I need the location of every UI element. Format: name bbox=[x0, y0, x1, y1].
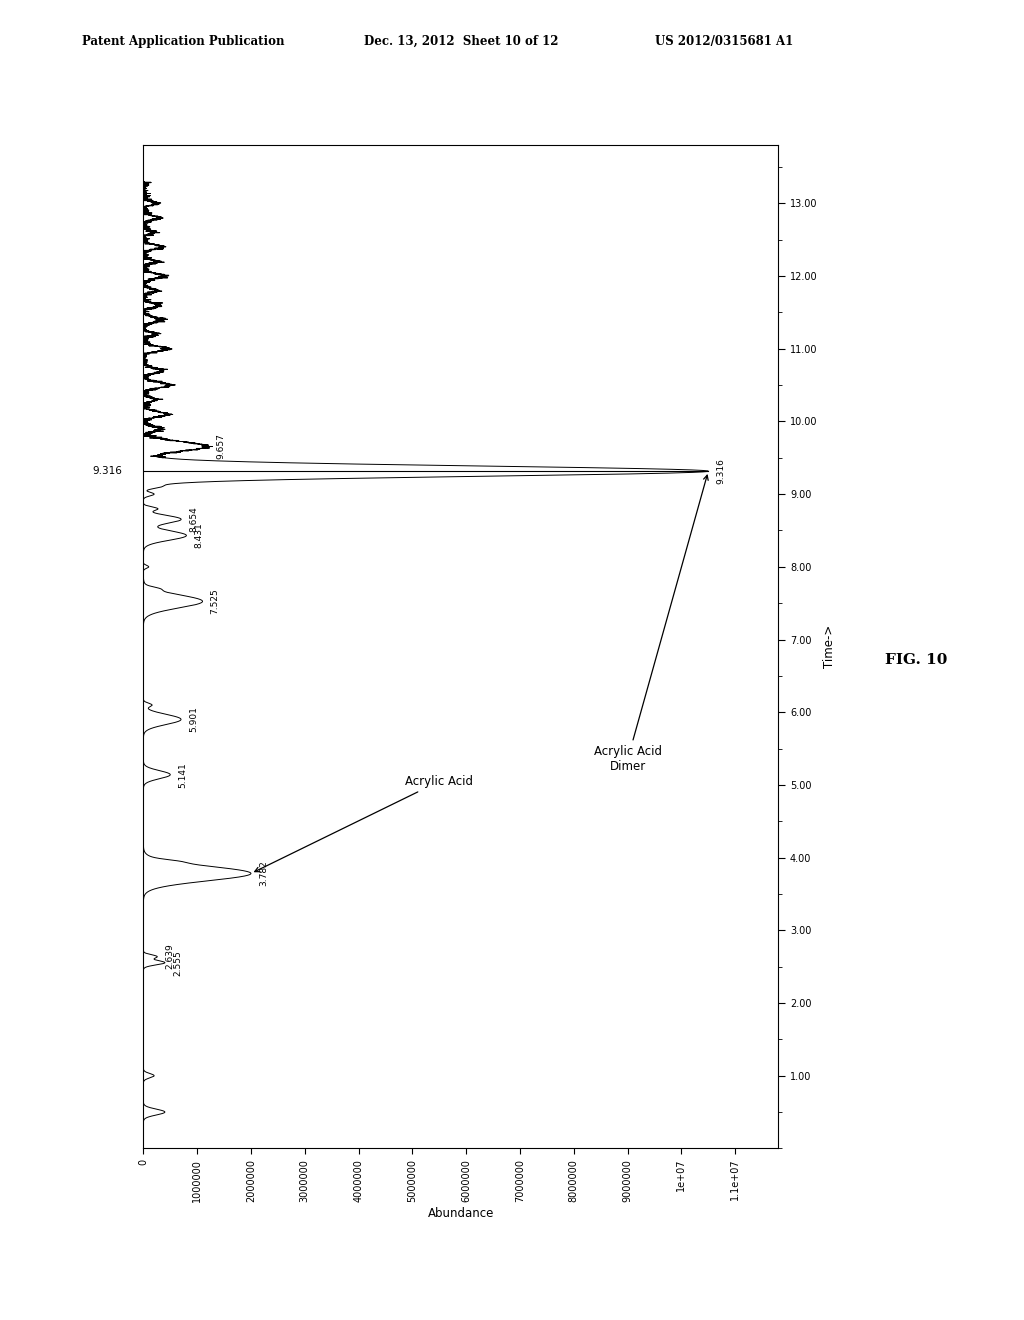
Text: 5.141: 5.141 bbox=[178, 762, 187, 788]
Text: Patent Application Publication: Patent Application Publication bbox=[82, 34, 285, 48]
Text: US 2012/0315681 A1: US 2012/0315681 A1 bbox=[655, 34, 794, 48]
X-axis label: Abundance: Abundance bbox=[428, 1208, 494, 1221]
Text: FIG. 10: FIG. 10 bbox=[886, 653, 947, 667]
Text: Acrylic Acid: Acrylic Acid bbox=[255, 775, 473, 871]
Y-axis label: Time->: Time-> bbox=[823, 626, 837, 668]
Text: 2.555: 2.555 bbox=[173, 950, 182, 975]
Text: 3.782: 3.782 bbox=[259, 861, 268, 886]
Text: Acrylic Acid
Dimer: Acrylic Acid Dimer bbox=[594, 475, 709, 774]
Text: Dec. 13, 2012  Sheet 10 of 12: Dec. 13, 2012 Sheet 10 of 12 bbox=[364, 34, 558, 48]
Text: 9.657: 9.657 bbox=[216, 433, 225, 459]
Text: 9.316: 9.316 bbox=[92, 466, 122, 477]
Text: 7.525: 7.525 bbox=[211, 589, 219, 614]
Text: 5.901: 5.901 bbox=[189, 706, 198, 733]
Text: 8.431: 8.431 bbox=[195, 523, 204, 548]
Text: 8.654: 8.654 bbox=[189, 507, 198, 532]
Text: 9.316: 9.316 bbox=[717, 458, 725, 484]
Text: 2.639: 2.639 bbox=[165, 944, 174, 969]
